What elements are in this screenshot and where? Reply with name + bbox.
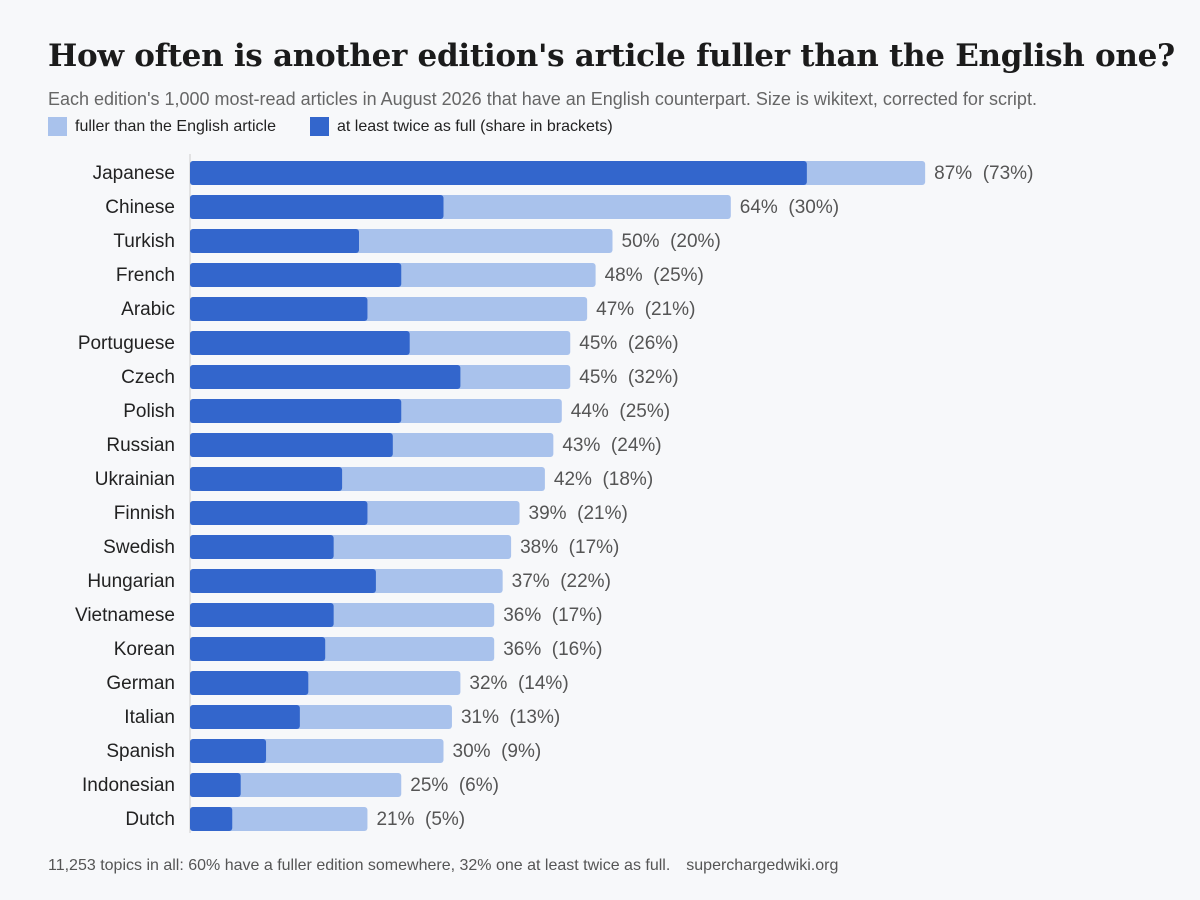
legend-label-fuller: fuller than the English article <box>75 117 276 135</box>
legend-swatch-fuller <box>48 117 67 136</box>
category-label: Italian <box>124 707 175 728</box>
category-label: Ukrainian <box>95 469 175 490</box>
chart-subtitle: Each edition's 1,000 most-read articles … <box>48 89 1037 109</box>
category-label: Swedish <box>103 537 175 558</box>
category-label: Hungarian <box>87 571 175 592</box>
legend-label-twice: at least twice as full (share in bracket… <box>337 117 613 135</box>
bar-fuller <box>190 773 402 797</box>
value-label: 30% (9%) <box>453 741 542 762</box>
category-label: Czech <box>121 367 175 388</box>
bar-chart: Japanese 87% (73%) Chinese 64% (30%) Turkish… <box>75 154 1033 833</box>
category-label: Chinese <box>105 197 175 218</box>
value-label: 50% (20%) <box>622 231 721 252</box>
bar-twice <box>190 773 241 797</box>
bar-twice <box>190 365 461 389</box>
value-label: 36% (16%) <box>503 639 602 660</box>
value-label: 64% (30%) <box>740 197 839 218</box>
value-label: 48% (25%) <box>605 265 704 286</box>
category-label: German <box>106 673 175 694</box>
bar-twice <box>190 229 359 253</box>
category-label: Turkish <box>113 231 175 252</box>
chart-title: How often is another edition's article f… <box>48 38 1175 74</box>
value-label: 38% (17%) <box>520 537 619 558</box>
value-label: 39% (21%) <box>529 503 628 524</box>
value-label: 45% (26%) <box>579 333 678 354</box>
value-label: 25% (6%) <box>410 775 499 796</box>
bar-twice <box>190 671 309 695</box>
footer-source: superchargedwiki.org <box>686 857 839 874</box>
legend-item-fuller: fuller than the English article <box>48 117 276 136</box>
value-label: 31% (13%) <box>461 707 560 728</box>
category-label: Vietnamese <box>75 605 175 626</box>
bar-twice <box>190 535 334 559</box>
value-label: 87% (73%) <box>934 163 1033 184</box>
value-label: 43% (24%) <box>562 435 661 456</box>
category-label: Russian <box>106 435 175 456</box>
bar-twice <box>190 433 393 457</box>
category-label: Polish <box>123 401 175 422</box>
category-label: Dutch <box>125 809 175 830</box>
bar-twice <box>190 807 233 831</box>
bar-twice <box>190 637 326 661</box>
bar-twice <box>190 705 300 729</box>
value-label: 44% (25%) <box>571 401 670 422</box>
category-label: Korean <box>114 639 175 660</box>
bar-twice <box>190 603 334 627</box>
legend: fuller than the English article at least… <box>48 117 647 136</box>
bar-fuller <box>190 807 368 831</box>
bar-twice <box>190 399 402 423</box>
bar-twice <box>190 161 807 185</box>
category-label: Indonesian <box>82 775 175 796</box>
value-label: 45% (32%) <box>579 367 678 388</box>
bar-twice <box>190 467 343 491</box>
footer-note: 11,253 topics in all: 60% have a fuller … <box>48 857 671 874</box>
category-label: Japanese <box>93 163 175 184</box>
value-label: 32% (14%) <box>469 673 568 694</box>
category-label: Spanish <box>106 741 175 762</box>
bar-twice <box>190 195 444 219</box>
value-label: 36% (17%) <box>503 605 602 626</box>
category-label: Arabic <box>121 299 175 320</box>
value-label: 47% (21%) <box>596 299 695 320</box>
legend-swatch-twice <box>310 117 329 136</box>
category-label: Portuguese <box>78 333 175 354</box>
bar-twice <box>190 569 376 593</box>
bar-twice <box>190 297 368 321</box>
bar-twice <box>190 263 402 287</box>
bar-twice <box>190 331 410 355</box>
category-label: French <box>116 265 175 286</box>
bar-twice <box>190 739 267 763</box>
value-label: 21% (5%) <box>376 809 465 830</box>
bar-twice <box>190 501 368 525</box>
value-label: 42% (18%) <box>554 469 653 490</box>
footer: 11,253 topics in all: 60% have a fuller … <box>48 857 838 875</box>
value-label: 37% (22%) <box>512 571 611 592</box>
legend-item-twice: at least twice as full (share in bracket… <box>310 117 613 136</box>
category-label: Finnish <box>114 503 175 524</box>
